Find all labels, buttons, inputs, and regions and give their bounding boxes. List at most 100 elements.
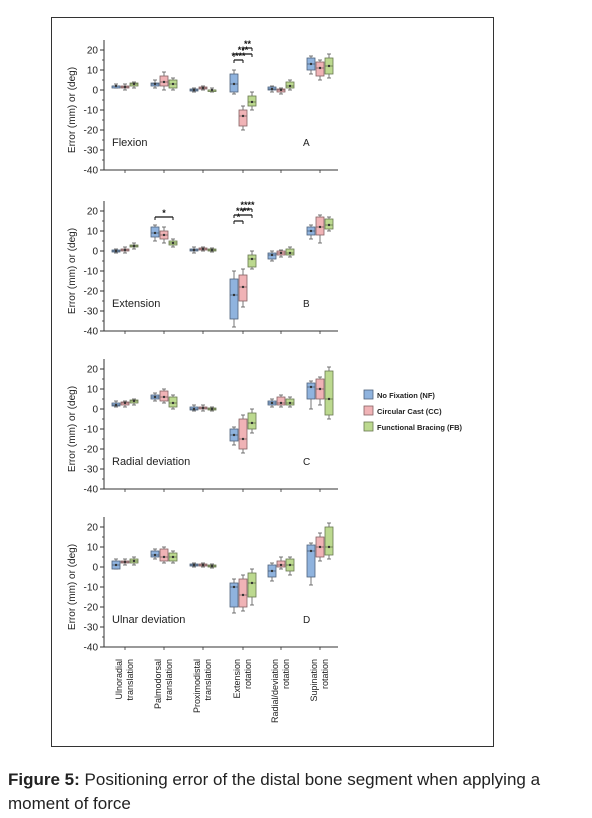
y-tick-label: 20	[87, 523, 99, 534]
median-point	[327, 64, 331, 68]
panel-a: 20 10 0 -10 -20 -30 -40 Error (mm) or (deg) Flex…	[67, 39, 338, 177]
median-point	[114, 403, 118, 407]
median-point	[132, 559, 136, 563]
median-point	[192, 563, 196, 567]
significance-stars: *	[162, 208, 166, 218]
legend-swatch	[363, 389, 374, 400]
median-point	[210, 564, 214, 568]
box-fb	[324, 526, 334, 556]
category-label-line: rotation	[281, 659, 291, 689]
box-cc	[238, 109, 248, 127]
median-point	[153, 395, 157, 399]
median-point	[241, 593, 245, 597]
median-point	[123, 85, 127, 89]
y-tick-label: 10	[87, 543, 99, 554]
panel-name: Flexion	[112, 137, 147, 149]
box-cc	[276, 396, 286, 406]
box-cc	[159, 548, 169, 562]
panel-letter: A	[303, 138, 310, 149]
median-point	[309, 229, 313, 233]
y-tick-label: -40	[84, 643, 99, 654]
y-tick-label: -20	[84, 445, 99, 456]
category-label: Supinationrotation	[309, 659, 330, 702]
box-nf	[229, 582, 239, 608]
panel-c: 20 10 0 -10 -20 -30 -40 Error (mm) or (deg) Radi…	[67, 359, 338, 496]
median-point	[232, 82, 236, 86]
median-point	[201, 563, 205, 567]
median-point	[309, 62, 313, 66]
median-point	[270, 569, 274, 573]
median-point	[327, 397, 331, 401]
y-tick-label: 0	[92, 563, 98, 574]
median-point	[288, 401, 292, 405]
panel-name: Radial deviation	[112, 456, 190, 468]
significance-stars: ****	[240, 200, 255, 210]
category-label-line: Extension	[232, 659, 242, 699]
y-tick-label: -10	[84, 425, 99, 436]
y-tick-label: 0	[92, 86, 98, 97]
category-label-line: rotation	[243, 659, 253, 689]
y-tick-label: 0	[92, 405, 98, 416]
median-point	[241, 437, 245, 441]
median-point	[309, 385, 313, 389]
median-point	[250, 581, 254, 585]
median-point	[318, 66, 322, 70]
median-point	[153, 231, 157, 235]
median-point	[210, 88, 214, 92]
y-tick-label: -10	[84, 583, 99, 594]
category-label-line: Supination	[309, 659, 319, 702]
median-point	[241, 285, 245, 289]
median-point	[171, 555, 175, 559]
category-label-line: Palmodorsal	[153, 659, 163, 709]
median-point	[114, 249, 118, 253]
median-point	[318, 545, 322, 549]
median-point	[250, 257, 254, 261]
y-tick-label: -40	[84, 166, 99, 177]
figure-frame	[51, 17, 494, 747]
median-point	[232, 433, 236, 437]
y-tick-label: 10	[87, 385, 99, 396]
median-point	[201, 86, 205, 90]
significance-stars: *	[237, 212, 241, 222]
median-point	[171, 82, 175, 86]
legend-label: Circular Cast (CC)	[377, 407, 442, 416]
median-point	[250, 421, 254, 425]
y-tick-label: -40	[84, 485, 99, 496]
caption-label: Figure 5:	[8, 770, 80, 789]
significance-stars: ****	[231, 51, 246, 61]
category-label: Radial/deviationrotation	[270, 659, 291, 723]
median-point	[318, 225, 322, 229]
median-point	[123, 248, 127, 252]
median-point	[279, 401, 283, 405]
y-tick-label: 0	[92, 247, 98, 258]
panel-letter: D	[303, 615, 310, 626]
median-point	[241, 114, 245, 118]
median-point	[192, 88, 196, 92]
category-label-line: rotation	[320, 659, 330, 689]
y-tick-label: -20	[84, 126, 99, 137]
panel-name: Ulnar deviation	[112, 614, 185, 626]
y-tick-label: 10	[87, 227, 99, 238]
median-point	[162, 395, 166, 399]
y-tick-label: 20	[87, 365, 99, 376]
median-point	[309, 549, 313, 553]
category-label-line: Ulnoradial	[114, 659, 124, 700]
y-tick-label: -30	[84, 307, 99, 318]
category-label-line: Radial/deviation	[270, 659, 280, 723]
category-label: Palmodorsaltranslation	[153, 659, 174, 709]
median-point	[279, 563, 283, 567]
y-tick-label: -10	[84, 106, 99, 117]
y-axis-label: Error (mm) or (deg)	[67, 544, 78, 630]
y-tick-label: 10	[87, 66, 99, 77]
median-point	[201, 247, 205, 251]
box-nf	[306, 544, 316, 578]
median-point	[232, 293, 236, 297]
median-point	[162, 233, 166, 237]
significance-stars: **	[244, 39, 252, 49]
panel-b: 20 10 0 -10 -20 -30 -40 Error (mm) or (deg) Exte…	[67, 200, 338, 338]
box-nf	[229, 278, 239, 320]
median-point	[123, 560, 127, 564]
median-point	[318, 387, 322, 391]
median-point	[288, 251, 292, 255]
y-tick-label: -40	[84, 327, 99, 338]
